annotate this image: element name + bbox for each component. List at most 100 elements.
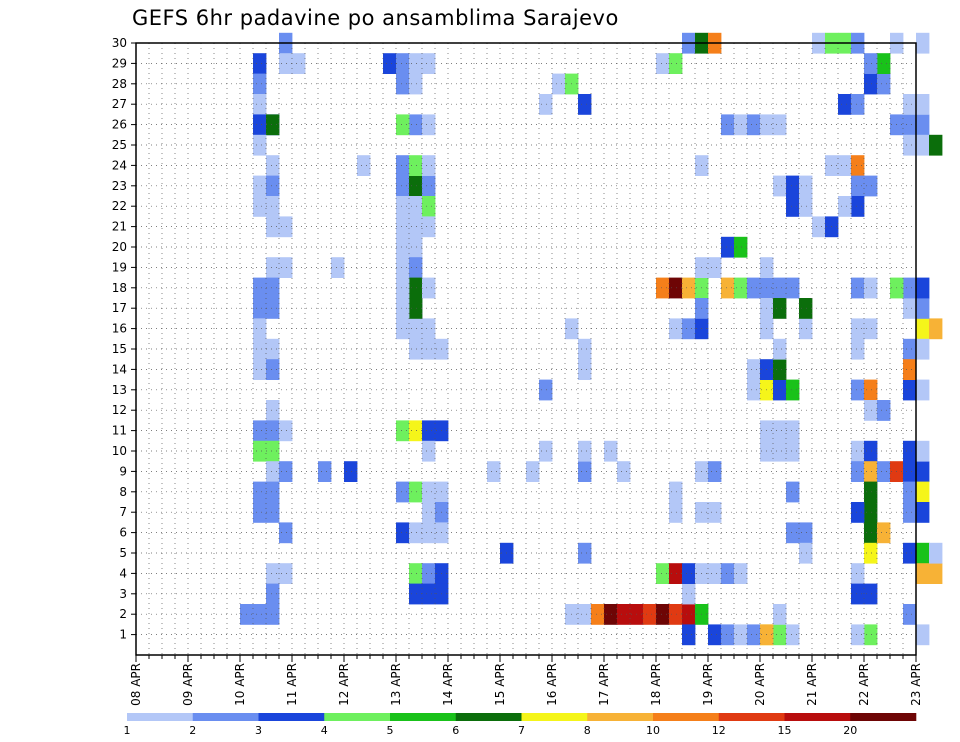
y-tick-label: 22 <box>112 199 127 213</box>
y-tick-label: 1 <box>119 628 127 642</box>
colorbar-swatch <box>127 713 194 721</box>
heatmap-cell <box>747 277 761 299</box>
heatmap-cell <box>903 440 917 462</box>
heatmap-cell <box>539 440 553 462</box>
heatmap-cell <box>253 277 267 299</box>
heatmap-cell <box>851 175 865 197</box>
heatmap-cell <box>669 53 683 74</box>
heatmap-cell <box>786 175 800 197</box>
y-tick-label: 19 <box>112 260 127 274</box>
heatmap-cell <box>682 277 696 299</box>
heatmap-cell <box>682 318 696 340</box>
heatmap-cell <box>409 53 423 74</box>
heatmap-cell <box>734 624 748 646</box>
heatmap-cell <box>422 502 436 523</box>
y-tick-label: 11 <box>112 424 127 438</box>
heatmap-cell <box>253 134 267 156</box>
heatmap-cell <box>864 175 878 197</box>
heatmap-cell <box>409 583 423 605</box>
x-tick-label: 08 APR <box>129 663 143 706</box>
heatmap-cell <box>669 604 683 625</box>
heatmap-cell <box>708 563 722 584</box>
y-tick-label: 24 <box>112 158 127 172</box>
y-tick-label: 10 <box>112 444 127 458</box>
heatmap-cell <box>851 563 865 584</box>
heatmap-cell <box>877 522 891 544</box>
colorbar-swatch <box>850 713 917 721</box>
heatmap-cell <box>669 563 683 584</box>
heatmap-cell <box>266 604 280 625</box>
heatmap-cell <box>773 379 787 401</box>
colorbar-swatch <box>192 713 259 721</box>
heatmap-cell <box>916 461 930 482</box>
heatmap-cell <box>266 298 280 319</box>
heatmap-cell <box>279 53 293 74</box>
heatmap-cell <box>903 277 917 299</box>
heatmap-cell <box>487 461 501 482</box>
heatmap-cell <box>903 379 917 401</box>
x-tick-label: 10 APR <box>233 663 247 706</box>
heatmap-cell <box>266 502 280 523</box>
heatmap-cells <box>240 32 943 646</box>
heatmap-cell <box>422 53 436 74</box>
heatmap-cell <box>786 522 800 544</box>
heatmap-cell <box>422 155 436 176</box>
heatmap-cell <box>409 73 423 95</box>
heatmap-cell <box>409 420 423 442</box>
heatmap-cell <box>253 359 267 380</box>
heatmap-cell <box>253 420 267 442</box>
y-tick-label: 21 <box>112 220 127 234</box>
heatmap-cell <box>396 155 410 176</box>
heatmap-cell <box>734 277 748 299</box>
heatmap-cell <box>864 542 878 564</box>
heatmap-cell <box>799 522 813 544</box>
heatmap-cell <box>903 461 917 482</box>
heatmap-cell <box>851 338 865 360</box>
colorbar-swatch <box>653 713 720 721</box>
heatmap-cell <box>409 563 423 584</box>
heatmap-cell <box>929 318 943 340</box>
heatmap-cell <box>734 114 748 136</box>
heatmap-cell <box>396 481 410 503</box>
heatmap-cell <box>253 73 267 95</box>
heatmap-cell <box>799 175 813 197</box>
heatmap-cell <box>682 604 696 625</box>
y-tick-label: 26 <box>112 118 127 132</box>
colorbar-swatch <box>784 713 851 721</box>
heatmap-cell <box>396 420 410 442</box>
heatmap-cell <box>253 114 267 136</box>
heatmap-cell <box>734 563 748 584</box>
x-tick-label: 21 APR <box>805 663 819 706</box>
heatmap-cell <box>877 400 891 421</box>
heatmap-cell <box>669 318 683 340</box>
heatmap-cell <box>253 338 267 360</box>
heatmap-cell <box>721 236 735 258</box>
heatmap-cell <box>864 502 878 523</box>
heatmap-cell <box>396 277 410 299</box>
heatmap-cell <box>851 583 865 605</box>
heatmap-cell <box>409 481 423 503</box>
colorbar-swatch <box>718 713 785 721</box>
heatmap-cell <box>409 236 423 258</box>
heatmap-cell <box>409 338 423 360</box>
colorbar-label: 8 <box>584 724 591 737</box>
heatmap-cell <box>851 461 865 482</box>
heatmap-cell <box>916 440 930 462</box>
heatmap-cell <box>422 522 436 544</box>
heatmap-cell <box>279 563 293 584</box>
heatmap-cell <box>851 318 865 340</box>
x-tick-label: 14 APR <box>441 663 455 706</box>
heatmap-cell <box>747 114 761 136</box>
x-tick-label: 15 APR <box>493 663 507 706</box>
heatmap-cell <box>916 32 930 54</box>
heatmap-cell <box>916 114 930 136</box>
y-tick-label: 3 <box>119 587 127 601</box>
heatmap-cell <box>773 114 787 136</box>
heatmap-cell <box>396 175 410 197</box>
colorbar-label: 2 <box>189 724 196 737</box>
x-tick-label: 22 APR <box>857 663 871 706</box>
y-axis: 1234567891011121314151617181920212223242… <box>112 36 136 642</box>
heatmap-cell <box>708 502 722 523</box>
heatmap-cell <box>266 400 280 421</box>
chart-title: GEFS 6hr padavine po ansamblima Sarajevo <box>132 6 619 30</box>
